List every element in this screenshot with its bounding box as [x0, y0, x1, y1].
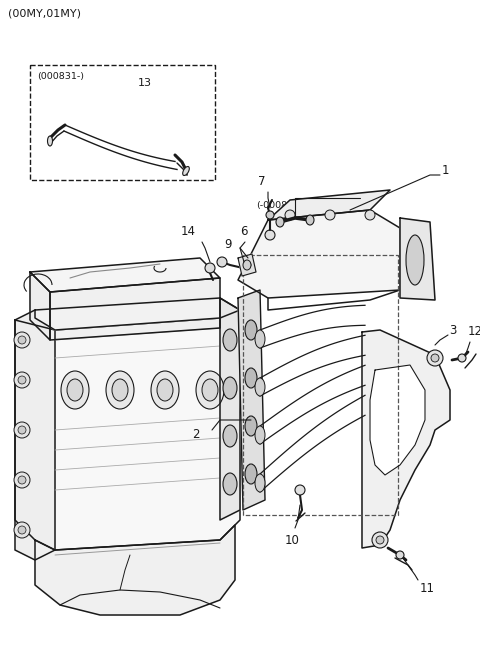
- Text: (-000831): (-000831): [256, 201, 303, 210]
- Polygon shape: [370, 365, 425, 475]
- Polygon shape: [35, 525, 235, 615]
- Circle shape: [427, 350, 443, 366]
- Polygon shape: [362, 330, 450, 548]
- Polygon shape: [238, 290, 265, 510]
- Text: (000831-): (000831-): [37, 72, 84, 81]
- Circle shape: [18, 376, 26, 384]
- Polygon shape: [400, 218, 435, 300]
- Polygon shape: [238, 254, 256, 276]
- Bar: [243, 255, 398, 515]
- Circle shape: [245, 262, 251, 268]
- Text: 6: 6: [240, 225, 248, 238]
- Ellipse shape: [157, 379, 173, 401]
- Text: 7: 7: [258, 175, 266, 188]
- Ellipse shape: [245, 368, 257, 388]
- Circle shape: [376, 536, 384, 544]
- Text: 2: 2: [192, 428, 200, 441]
- Ellipse shape: [223, 377, 237, 399]
- Circle shape: [14, 472, 30, 488]
- Circle shape: [217, 257, 227, 267]
- Ellipse shape: [255, 330, 265, 348]
- Ellipse shape: [67, 379, 83, 401]
- Ellipse shape: [245, 320, 257, 340]
- Circle shape: [14, 372, 30, 388]
- Ellipse shape: [196, 371, 224, 409]
- Ellipse shape: [48, 136, 52, 146]
- Polygon shape: [35, 298, 240, 330]
- Text: 14: 14: [181, 225, 196, 238]
- Polygon shape: [268, 190, 390, 220]
- Ellipse shape: [183, 166, 189, 176]
- Ellipse shape: [61, 371, 89, 409]
- Circle shape: [18, 476, 26, 484]
- Polygon shape: [30, 258, 220, 292]
- Text: 9: 9: [225, 238, 232, 252]
- Text: 3: 3: [449, 324, 456, 337]
- Circle shape: [431, 354, 439, 362]
- Text: 1: 1: [442, 164, 449, 176]
- Circle shape: [18, 426, 26, 434]
- Ellipse shape: [396, 551, 404, 559]
- Polygon shape: [15, 318, 240, 550]
- Ellipse shape: [255, 378, 265, 396]
- Circle shape: [325, 210, 335, 220]
- Text: 11: 11: [420, 582, 435, 595]
- Ellipse shape: [223, 425, 237, 447]
- Text: 13: 13: [295, 222, 310, 235]
- Ellipse shape: [245, 464, 257, 484]
- Circle shape: [266, 211, 274, 219]
- Circle shape: [285, 210, 295, 220]
- Circle shape: [14, 332, 30, 348]
- Ellipse shape: [306, 215, 314, 225]
- Ellipse shape: [245, 416, 257, 436]
- Ellipse shape: [243, 260, 251, 270]
- Circle shape: [265, 230, 275, 240]
- Circle shape: [18, 336, 26, 344]
- Ellipse shape: [202, 379, 218, 401]
- Ellipse shape: [276, 217, 284, 227]
- Polygon shape: [50, 278, 220, 340]
- Ellipse shape: [106, 371, 134, 409]
- Polygon shape: [15, 310, 55, 560]
- Polygon shape: [30, 272, 50, 340]
- Circle shape: [205, 263, 215, 273]
- Text: 12: 12: [468, 325, 480, 338]
- Circle shape: [295, 485, 305, 495]
- Ellipse shape: [223, 329, 237, 351]
- Circle shape: [242, 259, 254, 271]
- Ellipse shape: [151, 371, 179, 409]
- Text: (00MY,01MY): (00MY,01MY): [8, 8, 81, 18]
- Polygon shape: [220, 298, 240, 520]
- Ellipse shape: [406, 235, 424, 285]
- Circle shape: [365, 210, 375, 220]
- Text: 10: 10: [285, 534, 300, 547]
- Ellipse shape: [458, 354, 466, 362]
- Ellipse shape: [255, 426, 265, 444]
- Circle shape: [14, 422, 30, 438]
- Bar: [30, 65, 215, 180]
- Polygon shape: [238, 210, 400, 298]
- Text: 13: 13: [138, 78, 152, 88]
- Ellipse shape: [255, 474, 265, 492]
- Circle shape: [18, 526, 26, 534]
- Ellipse shape: [223, 473, 237, 495]
- Ellipse shape: [112, 379, 128, 401]
- Circle shape: [372, 532, 388, 548]
- Circle shape: [14, 522, 30, 538]
